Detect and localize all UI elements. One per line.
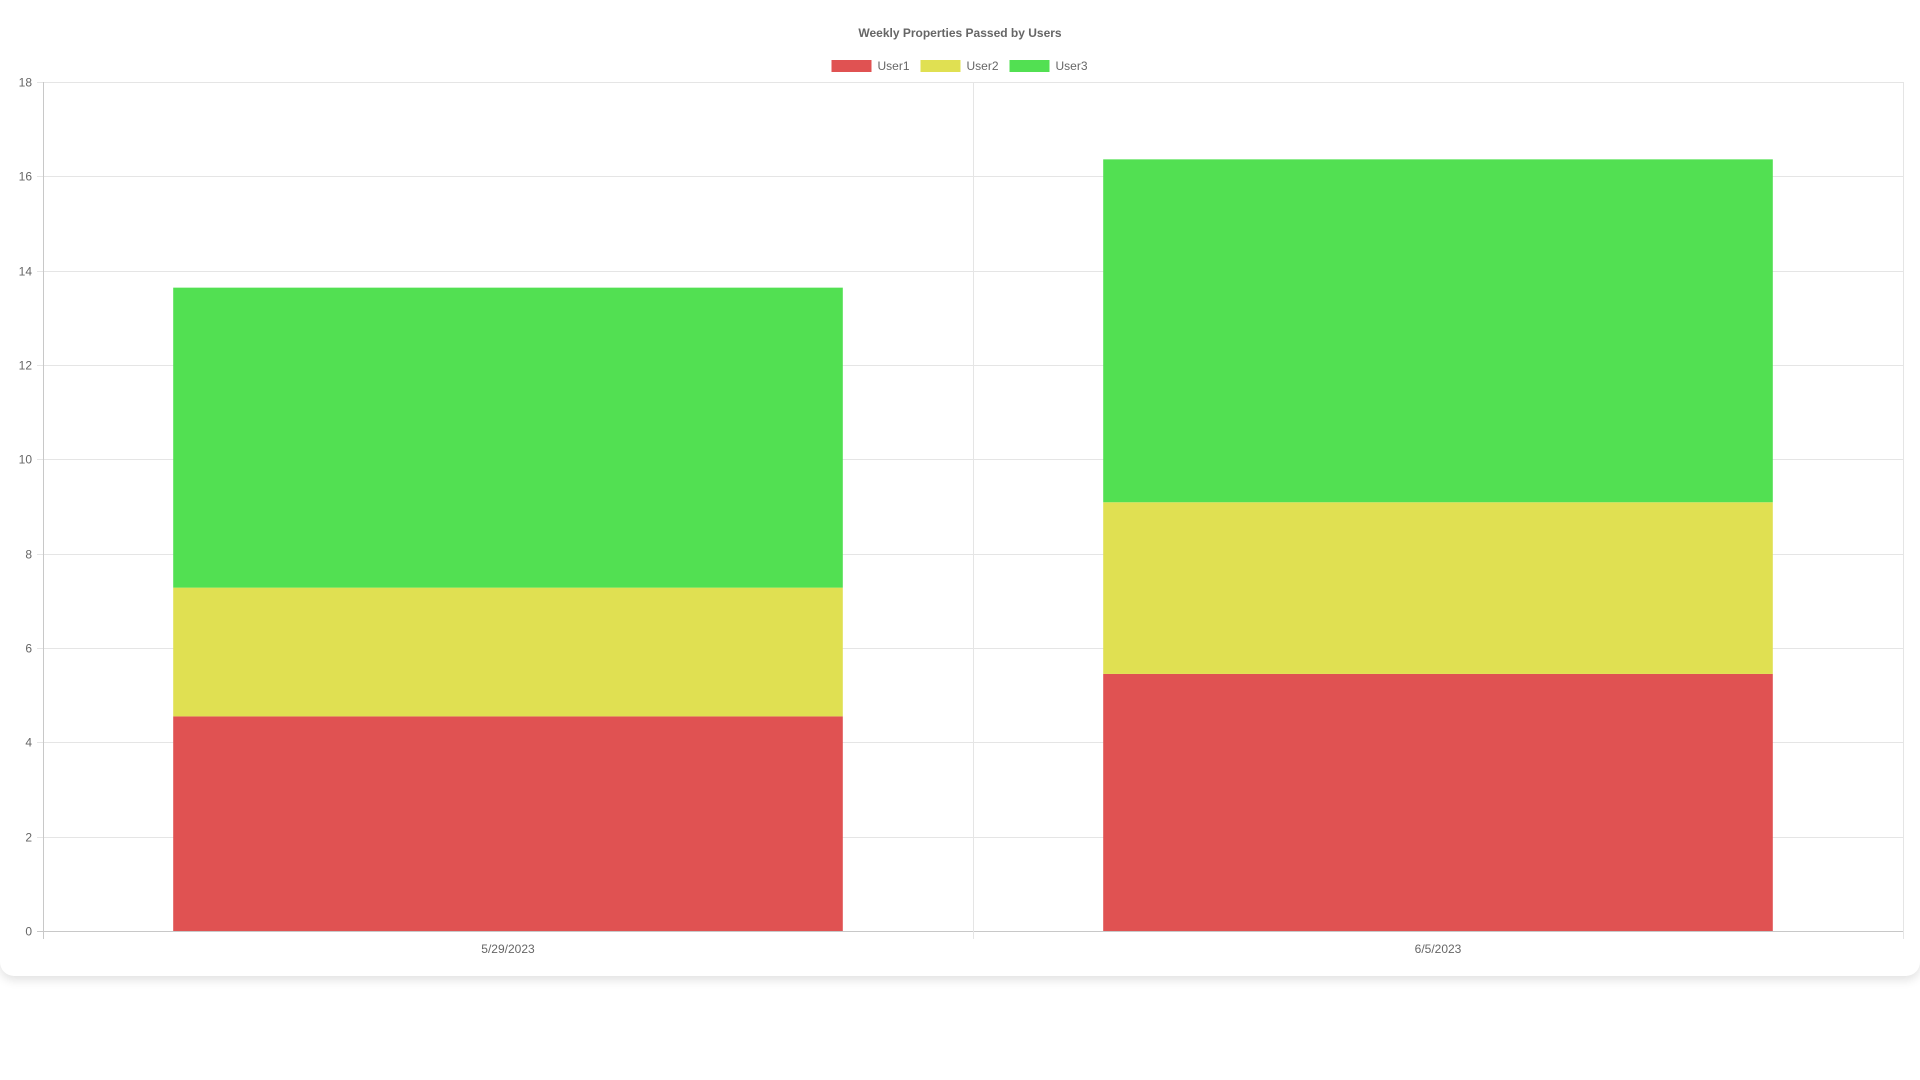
bars-group[interactable] <box>173 159 1773 931</box>
y-tick-label: 8 <box>25 548 32 562</box>
legend-label: User1 <box>878 59 910 73</box>
y-tick-label: 12 <box>19 359 33 373</box>
legend-swatch <box>831 60 872 72</box>
axes-group: 0 2 4 6 8 10 12 14 16 18 5/29/2023 6/5/2023 <box>19 76 1462 957</box>
legend-label: User3 <box>1056 59 1088 73</box>
y-tick-label: 2 <box>25 831 32 845</box>
bar-user2-1[interactable] <box>1103 502 1773 674</box>
legend-label: User2 <box>967 59 999 73</box>
y-tick-label: 4 <box>25 736 32 750</box>
y-tick-label: 14 <box>19 265 33 279</box>
chart-title: Weekly Properties Passed by Users <box>858 26 1062 40</box>
legend-item-user3[interactable]: User3 <box>1009 59 1088 73</box>
legend-swatch <box>1009 60 1050 72</box>
legend-item-user2[interactable]: User2 <box>920 59 999 73</box>
bar-user3-1[interactable] <box>1103 159 1773 503</box>
x-tick-label: 6/5/2023 <box>1415 942 1462 956</box>
y-tick-label: 16 <box>19 170 33 184</box>
chart-svg: Weekly Properties Passed by Users 0 2 4 6 8 1… <box>19 26 1904 957</box>
chart-card: Weekly Properties Passed by Users 0 2 4 6 8 1… <box>18 26 1904 957</box>
legend-item-user1[interactable]: User1 <box>831 59 910 73</box>
x-tick-label: 5/29/2023 <box>481 942 535 956</box>
y-tick-label: 6 <box>25 642 32 656</box>
bar-user3-0[interactable] <box>173 287 843 588</box>
y-tick-label: 0 <box>25 925 32 939</box>
bar-user1-1[interactable] <box>1103 673 1773 931</box>
legend[interactable]: User1 User2 User3 <box>831 59 1088 73</box>
y-tick-label: 10 <box>19 453 33 467</box>
legend-swatch <box>920 60 961 72</box>
y-tick-label: 18 <box>19 76 33 90</box>
bar-user2-0[interactable] <box>173 587 843 717</box>
bar-user1-0[interactable] <box>173 716 843 931</box>
